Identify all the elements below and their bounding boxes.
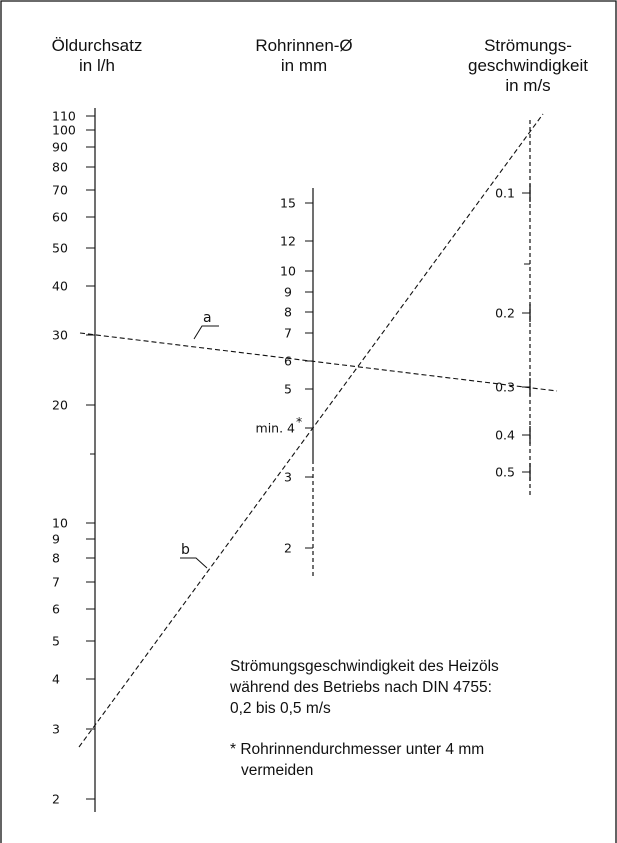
left-tick-label-50: 50 [52,241,68,256]
middle-tick-footnote-mark: * [296,414,302,429]
header-oil-throughput-line2: in l/h [79,56,115,75]
left-tick-label-6: 6 [52,602,60,617]
right-scale-ticks: 0.1 0.2 0.3 0.4 0.5 [495,186,530,480]
header-flow-velocity: Strömungs- geschwindigkeit in m/s [448,36,608,96]
middle-tick-label-9: 9 [284,285,292,300]
header-flow-velocity-line2: geschwindigkeit [467,56,588,75]
left-tick-label-10: 10 [52,516,68,531]
left-tick-label-70: 70 [52,183,68,198]
right-tick-label-0-5: 0.5 [495,465,515,480]
left-tick-label-4: 4 [52,672,60,687]
left-tick-label-9: 9 [52,532,60,547]
left-tick-label-3: 3 [52,722,60,737]
notes-block: Strömungsgeschwindigkeit des Heizöls wäh… [230,656,600,781]
header-pipe-diameter: Rohrinnen-Ø in mm [224,36,384,76]
line-b-leader [180,557,208,569]
left-tick-label-80: 80 [52,160,68,175]
note-line-3: 0,2 bis 0,5 m/s [230,700,331,717]
middle-tick-label-12: 12 [280,234,296,249]
header-pipe-diameter-line2: in mm [280,56,328,75]
middle-tick-label-6: 6 [284,354,292,369]
middle-tick-label-7: 7 [284,326,292,341]
right-tick-label-0-1: 0.1 [495,186,515,201]
middle-scale-ticks: 15 12 10 9 8 7 6 5 min. 4 * 3 2 [256,196,313,556]
footnote-line-1: * Rohrinnendurchmesser unter 4 mm [230,741,485,758]
middle-tick-label-3: 3 [284,470,292,485]
example-line-b [78,113,544,748]
left-tick-label-110: 110 [52,109,76,124]
left-tick-label-8: 8 [52,551,60,566]
left-tick-label-2: 2 [52,792,60,807]
note-line-2: während des Betriebs nach DIN 4755: [230,679,492,696]
middle-tick-label-10: 10 [280,264,296,279]
header-oil-throughput: Öldurchsatz in l/h [22,36,172,76]
right-tick-label-0-2: 0.2 [495,306,515,321]
left-tick-label-90: 90 [52,140,68,155]
left-tick-label-20: 20 [52,398,68,413]
left-tick-label-100: 100 [52,123,76,138]
header-flow-velocity-line3: in m/s [505,76,551,95]
header-flow-velocity-line1: Strömungs- [484,36,572,55]
note-line-1: Strömungsgeschwindigkeit des Heizöls [230,658,499,675]
left-tick-label-60: 60 [52,210,68,225]
right-tick-label-0-4: 0.4 [495,428,515,443]
line-a-label: a [203,310,212,326]
right-tick-label-0-3: 0.3 [495,380,515,395]
example-line-a [79,332,558,392]
line-a-leader [193,325,219,340]
middle-tick-label-5: 5 [284,382,292,397]
left-tick-label-30: 30 [52,328,68,343]
footnote-line-2: vermeiden [241,762,314,779]
middle-tick-label-8: 8 [284,305,292,320]
line-b-label: b [181,542,190,558]
middle-tick-label-2: 2 [284,541,292,556]
header-pipe-diameter-line1: Rohrinnen-Ø [255,36,353,55]
middle-tick-label-15: 15 [280,196,296,211]
left-tick-label-40: 40 [52,279,68,294]
left-tick-label-5: 5 [52,634,60,649]
header-oil-throughput-line1: Öldurchsatz [51,36,143,55]
middle-tick-label-min-4: min. 4 [256,421,296,436]
left-tick-label-7: 7 [52,575,60,590]
